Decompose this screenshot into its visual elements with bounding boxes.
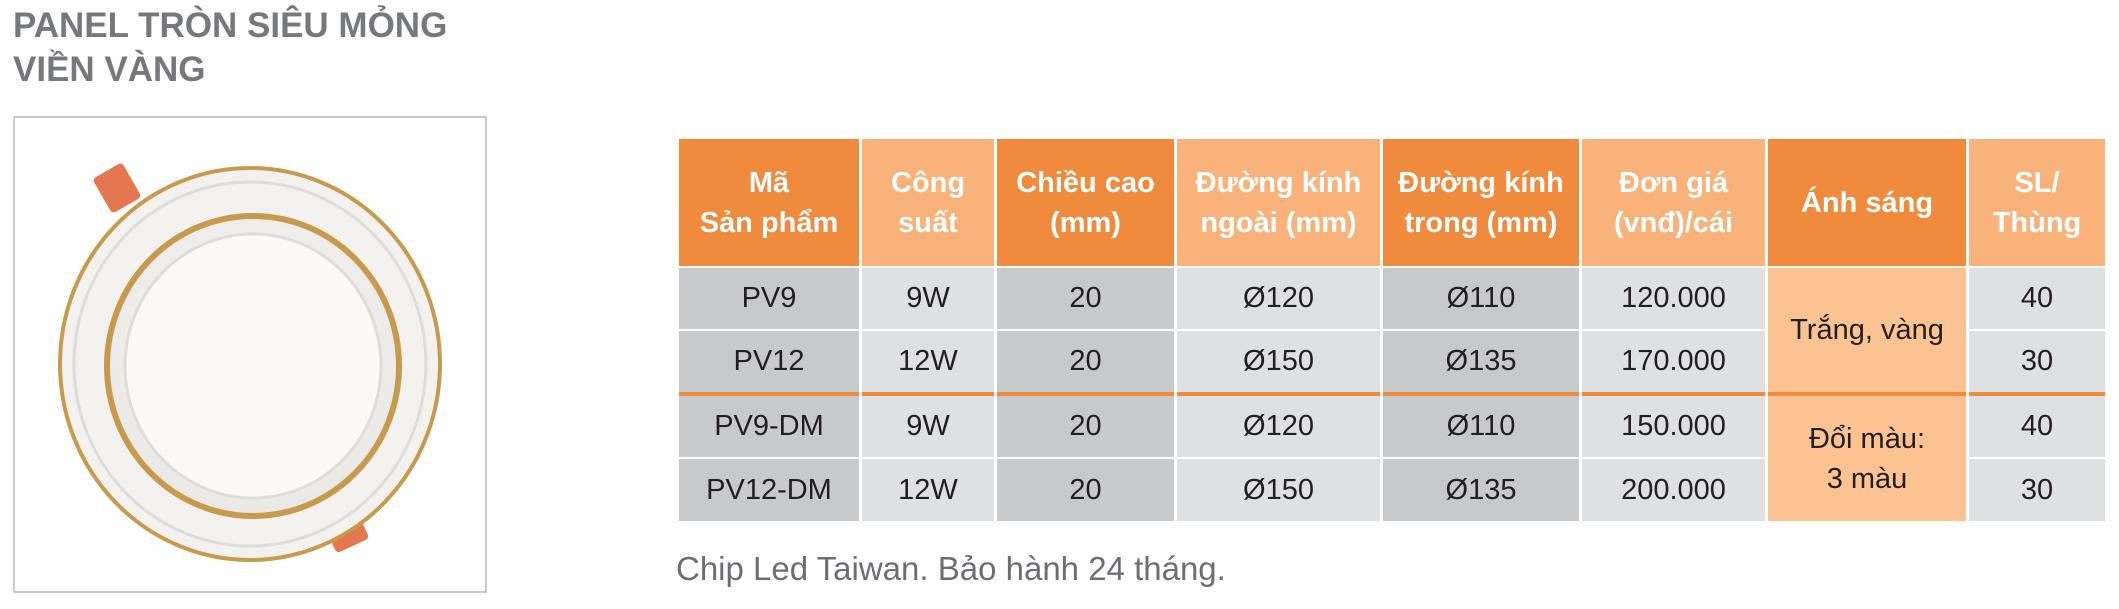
table-cell: 20	[997, 392, 1174, 457]
column-header: Đơn giá (vnđ)/cái	[1582, 139, 1765, 266]
table-cell: Ø150	[1177, 329, 1380, 392]
table-cell: 40	[1969, 392, 2105, 457]
table-cell: 170.000	[1582, 329, 1765, 392]
column-header: SL/Thùng	[1969, 139, 2105, 266]
table-cell: 12W	[862, 329, 994, 392]
title-line: VIỀN VÀNG	[13, 50, 206, 89]
table-cell: Ø120	[1177, 392, 1380, 457]
light-line: Trắng, vàng	[1790, 314, 1944, 346]
header-line: Đường kính	[1195, 166, 1362, 199]
table-cell: 30	[1969, 329, 2105, 392]
footer-note: Chip Led Taiwan. Bảo hành 24 tháng.	[676, 550, 1226, 587]
header-line: Ánh sáng	[1800, 186, 1934, 219]
product-image	[58, 163, 442, 562]
header-line: Đơn giá	[1618, 166, 1729, 199]
table-row: PV9-DM 9W 20 Ø120 Ø110 150.000 Đổi màu: 3 màu 40	[679, 392, 2105, 521]
header-line: Mã	[748, 166, 790, 199]
header-line: SL/	[2014, 166, 2060, 199]
table-cell: Ø110	[1383, 392, 1579, 457]
table-cell: 12W	[862, 457, 994, 521]
table-cell: 200.000	[1582, 457, 1765, 521]
table-cell: 20	[997, 266, 1174, 329]
header-line: trong (mm)	[1404, 206, 1558, 239]
header-line: Đường kính	[1398, 166, 1564, 199]
table-cell: PV12-DM	[679, 457, 859, 521]
light-line: 3 màu	[1826, 462, 1908, 495]
table-cell: 9W	[862, 392, 994, 457]
table-row: PV12 12W 20 Ø150 Ø135 170.000 30	[679, 329, 2105, 392]
table-cell: 40	[1969, 266, 2105, 329]
header-line: (mm)	[1050, 206, 1121, 239]
header-line: ngoài (mm)	[1200, 206, 1357, 239]
table-cell: PV9-DM	[679, 392, 859, 457]
light-line: Đổi màu:	[1808, 422, 1926, 455]
header-line: Thùng	[1992, 206, 2082, 239]
table-cell: Ø135	[1383, 457, 1579, 521]
header-line: suất	[898, 206, 958, 239]
table-cell: 150.000	[1582, 392, 1765, 457]
header-line: Chiều cao	[1016, 166, 1155, 199]
table-cell: 9W	[862, 266, 994, 329]
title: PANEL TRÒN SIÊU MỎNG VIỀN VÀNG	[13, 4, 447, 92]
header-line: (vnđ)/cái	[1613, 206, 1734, 239]
column-header: Đường kính trong (mm)	[1383, 139, 1579, 266]
header-line: Sản phẩm	[699, 206, 839, 239]
header-line: Công	[890, 166, 966, 199]
product-photo	[13, 116, 487, 593]
column-header: Ánh sáng	[1768, 139, 1966, 266]
column-header: Mã Sản phẩm	[679, 139, 859, 266]
light-cell: Trắng, vàng	[1768, 266, 1966, 392]
table-cell: PV12	[679, 329, 859, 392]
table-cell: Ø135	[1383, 329, 1579, 392]
spec-table: Mã Sản phẩm Công suất Chiều cao (mm) Đường kín…	[676, 139, 2108, 521]
table-row: PV9 9W 20 Ø120 Ø110 120.000 Trắng, vàng 40	[679, 266, 2105, 392]
column-header: Công suất	[862, 139, 994, 266]
table-cell: 20	[997, 329, 1174, 392]
table-cell: PV9	[679, 266, 859, 329]
table-cell: Ø110	[1383, 266, 1579, 329]
table-cell: Ø120	[1177, 266, 1380, 329]
column-header: Đường kính ngoài (mm)	[1177, 139, 1380, 266]
table-cell: 20	[997, 457, 1174, 521]
light-cell: Đổi màu: 3 màu	[1768, 392, 1966, 521]
table-cell: Ø150	[1177, 457, 1380, 521]
table-cell: 30	[1969, 457, 2105, 521]
table-row: PV12-DM 12W 20 Ø150 Ø135 200.000 30	[679, 457, 2105, 521]
column-header: Chiều cao (mm)	[997, 139, 1174, 266]
title-line: PANEL TRÒN SIÊU MỎNG	[13, 6, 448, 45]
table-cell: 120.000	[1582, 266, 1765, 329]
